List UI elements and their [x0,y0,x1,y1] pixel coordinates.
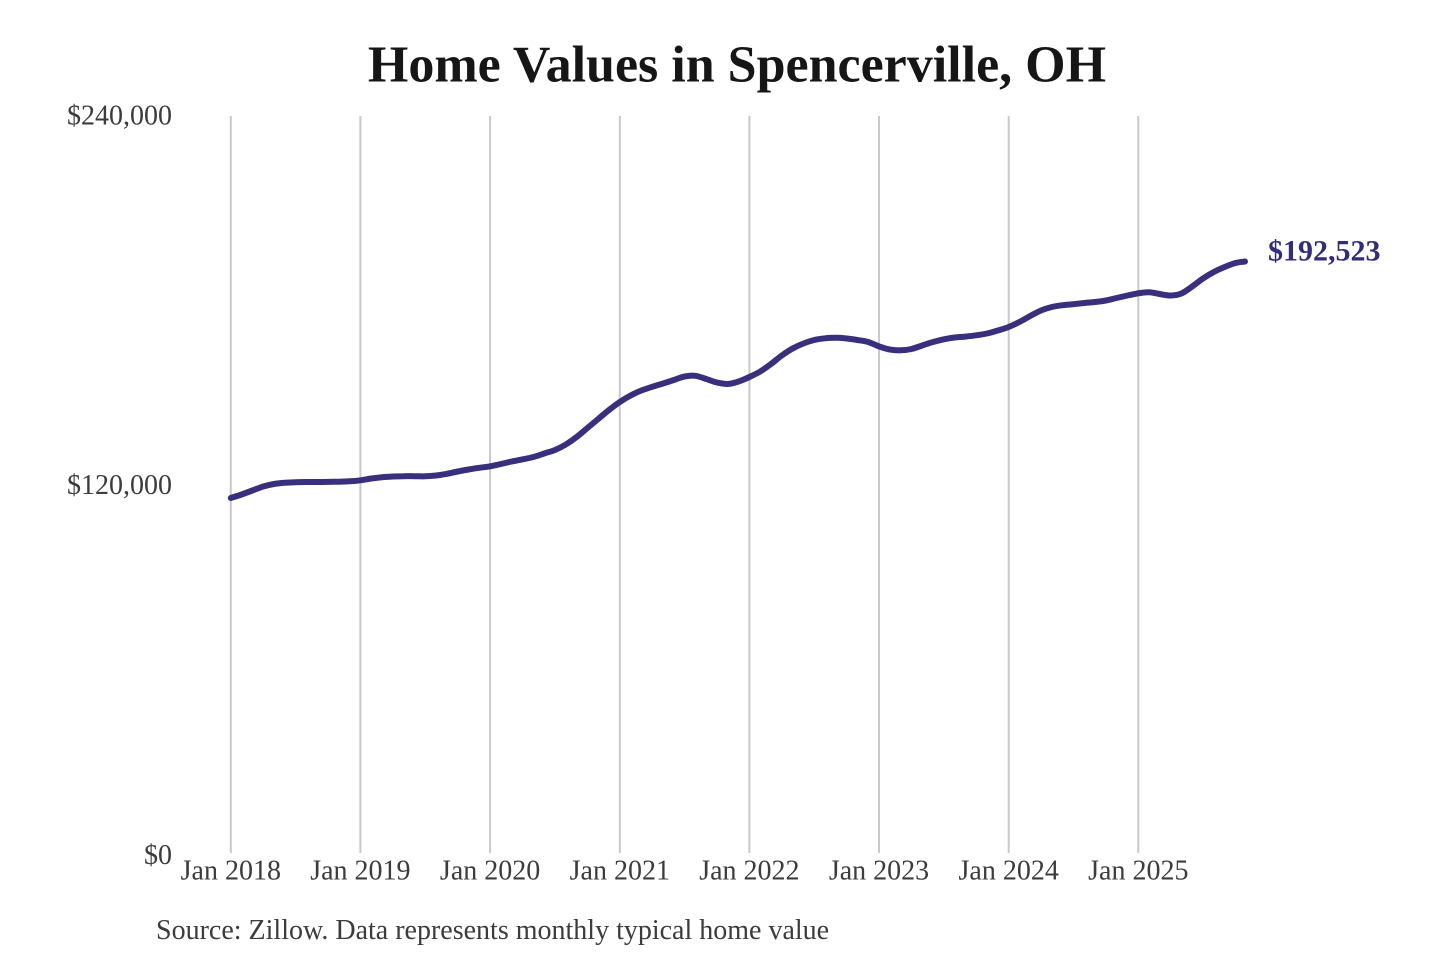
svg-text:Jan 2020: Jan 2020 [440,856,540,887]
svg-text:Jan 2024: Jan 2024 [959,856,1059,887]
svg-text:Jan 2023: Jan 2023 [829,856,929,887]
svg-text:Source: Zillow. Data represent: Source: Zillow. Data represents monthly … [156,915,829,946]
svg-text:Home Values in Spencerville, O: Home Values in Spencerville, OH [368,37,1106,94]
svg-text:Jan 2022: Jan 2022 [699,856,799,887]
svg-text:$0: $0 [144,840,172,871]
svg-text:Jan 2019: Jan 2019 [310,856,410,887]
svg-text:Jan 2018: Jan 2018 [181,856,281,887]
svg-text:Jan 2021: Jan 2021 [570,856,670,887]
svg-text:Jan 2025: Jan 2025 [1088,856,1188,887]
svg-text:$240,000: $240,000 [67,100,172,131]
svg-text:$192,523: $192,523 [1268,235,1381,268]
svg-text:$120,000: $120,000 [67,470,172,501]
